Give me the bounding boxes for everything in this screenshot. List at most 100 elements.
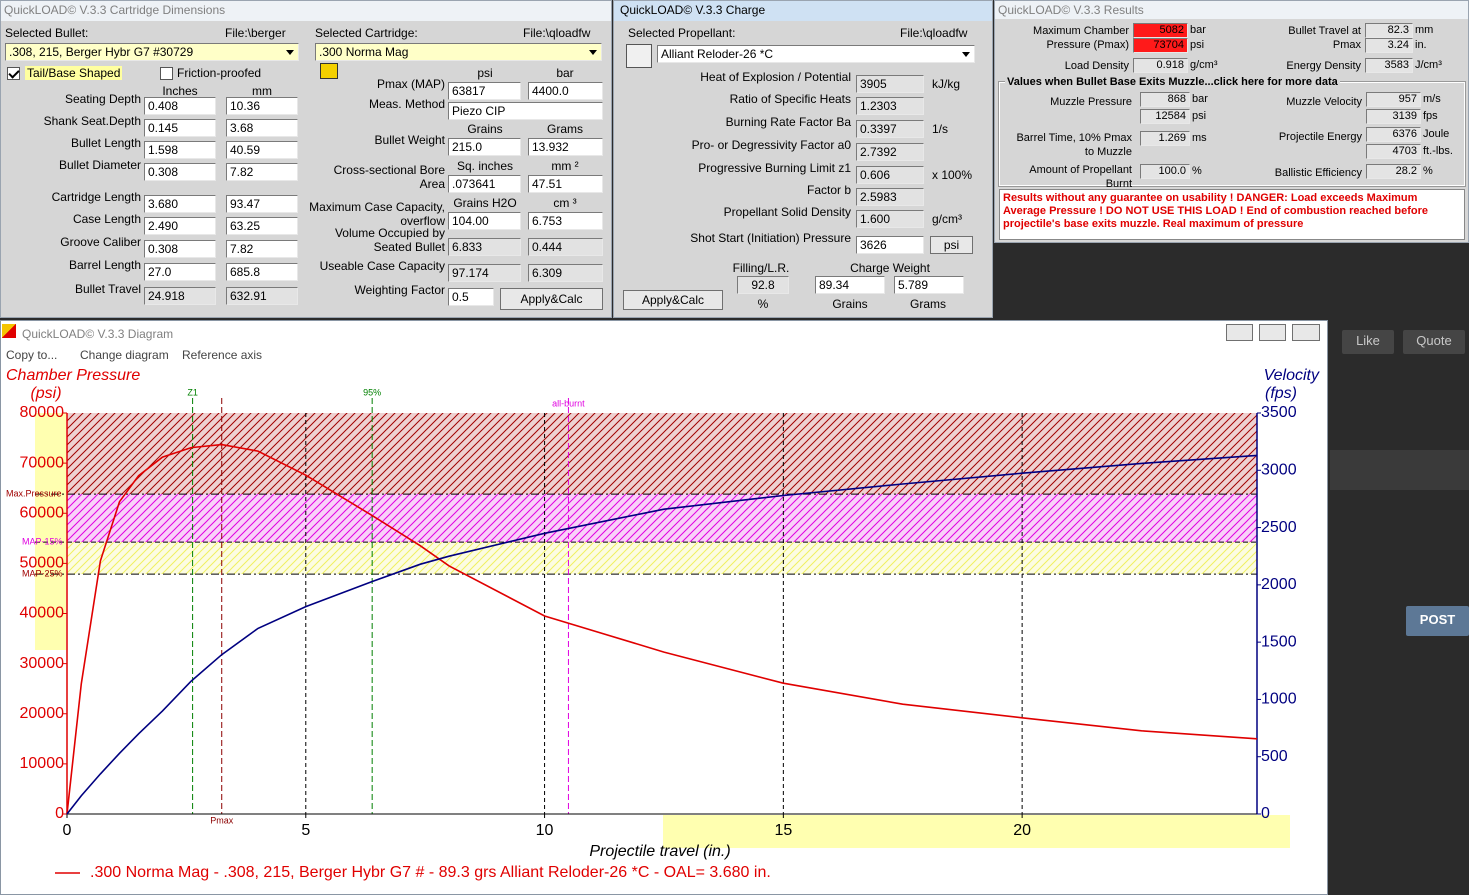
input-field[interactable]: 3.680 [144, 195, 216, 213]
label: Selected Cartridge: [315, 26, 418, 40]
unit: psi [1192, 110, 1207, 122]
like-button[interactable]: Like [1342, 330, 1394, 354]
input-field: 24.918 [144, 287, 216, 305]
x-tick-label: 20 [1013, 822, 1031, 839]
unit: psi [1190, 39, 1205, 51]
label: Progressive Burning Limit z1 [698, 161, 851, 175]
quote-button[interactable]: Quote [1403, 330, 1465, 354]
input-field[interactable]: 4400.0 [528, 82, 603, 100]
button[interactable]: Apply&Calc [623, 290, 723, 310]
menu-item[interactable]: Reference axis [182, 348, 263, 362]
input-field[interactable]: 0.5 [448, 288, 494, 306]
label: Barrel Length [68, 258, 141, 272]
input-field[interactable]: 93.47 [226, 195, 298, 213]
input-field[interactable]: 0.408 [144, 97, 216, 115]
y2-tick-label: 3500 [1261, 404, 1297, 421]
zone [67, 494, 1257, 543]
label: Filling/L.R. [732, 261, 790, 275]
warning: Results without any guarantee on usabili… [999, 189, 1465, 240]
input-field[interactable]: 40.59 [226, 141, 298, 159]
group-header: Values when Bullet Base Exits Muzzle...c… [1005, 75, 1340, 89]
label: x 100% [932, 168, 973, 182]
label: Bullet Length [70, 136, 141, 150]
label: overflow [400, 214, 445, 228]
input-field[interactable]: 13.932 [528, 138, 603, 156]
checkbox[interactable] [160, 67, 173, 80]
button[interactable]: Apply&Calc [500, 288, 603, 310]
label: Pmax [1332, 39, 1361, 51]
input-field: 1.600 [856, 210, 924, 228]
result-field: 868 [1140, 92, 1190, 107]
label: Maximum Case Capacity, [309, 200, 445, 214]
input-field: 0.3397 [856, 120, 924, 138]
label: Bullet Diameter [58, 158, 141, 172]
label: Pmax (MAP) [376, 77, 445, 91]
input-field[interactable]: 0.308 [144, 163, 216, 181]
title-bar [995, 1, 1468, 19]
input-field[interactable]: 7.82 [226, 163, 298, 181]
menu-item[interactable]: Copy to... [6, 348, 58, 362]
x-tick-label: 0 [63, 822, 72, 839]
label: Load Density [1064, 60, 1129, 72]
unit: mm [1415, 24, 1434, 36]
label: File:\berger [225, 26, 286, 40]
input-field[interactable]: 63817 [448, 82, 521, 100]
marker-label: Z1 [187, 387, 198, 397]
app-icon [2, 324, 16, 338]
input-field[interactable]: 2.490 [144, 217, 216, 235]
input-field[interactable]: 104.00 [448, 212, 521, 230]
result-field: 82.3 [1365, 23, 1413, 38]
series-line [66, 454, 1258, 815]
close-button[interactable] [1292, 324, 1320, 341]
y2-title: (fps) [1265, 385, 1297, 402]
window-title: QuickLOAD© V.3.3 Results [998, 3, 1144, 17]
input-field[interactable]: 215.0 [448, 138, 521, 156]
input-field[interactable]: 3.68 [226, 119, 298, 137]
input-field[interactable]: 10.36 [226, 97, 298, 115]
label: File:\qloadfw [900, 26, 968, 40]
label: Grains [467, 122, 503, 136]
result-field: 6376 [1366, 127, 1421, 142]
post-button[interactable]: POST [1406, 606, 1469, 636]
input-field[interactable]: 6.753 [528, 212, 603, 230]
dropdown: .300 Norma Mag [315, 43, 602, 61]
input-field[interactable]: 89.34 [815, 276, 885, 294]
input-field[interactable]: 7.82 [226, 240, 298, 258]
unit: % [1423, 165, 1433, 177]
unit: bar [1192, 93, 1208, 105]
label: Useable Case Capacity [319, 259, 445, 273]
input-field[interactable]: 5.789 [894, 276, 964, 294]
result-field: 73704 [1133, 38, 1188, 53]
unit: Joule [1423, 128, 1450, 140]
checkbox[interactable] [7, 67, 20, 80]
label: Grams [910, 297, 946, 311]
input-field[interactable]: 1.598 [144, 141, 216, 159]
input-field[interactable]: .073641 [448, 175, 521, 193]
propellant-icon [626, 44, 652, 68]
input-field[interactable]: 27.0 [144, 263, 216, 281]
y2-tick-label: 2000 [1261, 576, 1297, 593]
unit: g/cm³ [1190, 59, 1218, 71]
input-field[interactable]: 63.25 [226, 217, 298, 235]
reference-label: Max.Pressure [6, 488, 62, 498]
y2-tick-label: 1500 [1261, 633, 1297, 650]
minimize-button[interactable] [1226, 324, 1253, 341]
menu-item[interactable]: Change diagram [80, 348, 169, 362]
result-field: 28.2 [1366, 164, 1421, 179]
input-field[interactable]: Piezo CIP [448, 102, 603, 120]
reference-label: MAP-15% [22, 536, 63, 546]
button[interactable]: psi [930, 236, 973, 254]
y2-tick-label: 1000 [1261, 691, 1297, 708]
unit: ft.-lbs. [1423, 145, 1453, 157]
input-field[interactable]: 0.308 [144, 240, 216, 258]
label: Ballistic Efficiency [1274, 167, 1362, 179]
y-tick-label: 30000 [20, 655, 65, 672]
maximize-button[interactable] [1259, 324, 1286, 341]
label: Seating Depth [64, 92, 141, 106]
input-field[interactable]: 3626 [856, 236, 924, 254]
label: Selected Propellant: [628, 26, 736, 40]
input-field[interactable]: 47.51 [528, 175, 603, 193]
input-field[interactable]: 685.8 [226, 263, 298, 281]
unit: in. [1415, 39, 1427, 51]
input-field[interactable]: 0.145 [144, 119, 216, 137]
